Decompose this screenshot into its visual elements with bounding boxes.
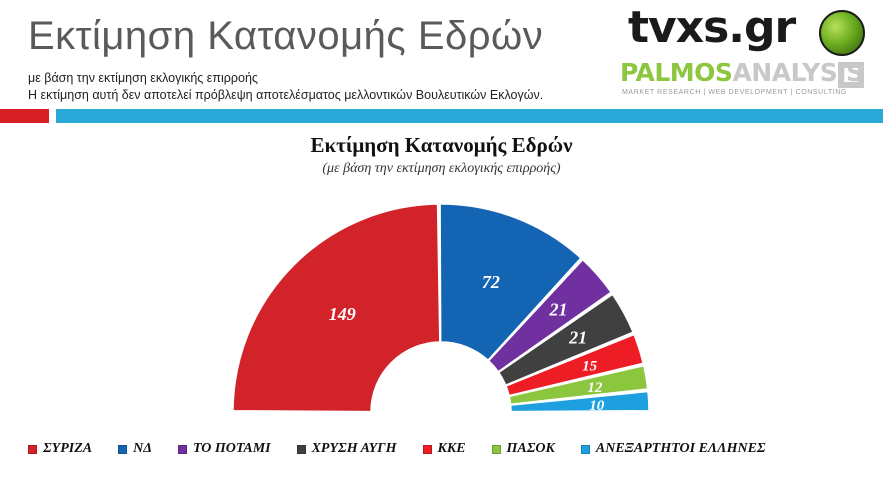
legend-swatch	[178, 444, 187, 454]
legend-swatch	[296, 444, 306, 454]
globe-icon	[819, 10, 865, 56]
seat-slice-2	[439, 203, 582, 362]
legend-label: ΣΥΡΙΖΑ	[43, 441, 93, 456]
page-subtitle: με βάση την εκτίμηση εκλογικής επιρροής	[28, 71, 258, 85]
seat-slice-7	[509, 390, 650, 413]
legend-item-2: ΝΔ	[118, 439, 152, 459]
seat-slice-3	[487, 258, 613, 373]
seat-slice-1	[232, 203, 441, 413]
seat-slice-4	[497, 293, 635, 387]
data-label-5: 15	[582, 359, 598, 375]
data-label-4: 21	[568, 328, 587, 348]
palmos-logo-part1: PALMOS	[620, 58, 733, 87]
legend-label: ΝΔ	[133, 441, 152, 456]
palmos-tagline: MARKET RESEARCH | WEB DEVELOPMENT | CONS…	[622, 89, 847, 96]
accent-bar-blue	[56, 109, 883, 123]
legend-item-5: ΚΚΕ	[422, 439, 466, 459]
data-label-1: 149	[329, 304, 356, 324]
seat-slice-6	[508, 364, 649, 406]
legend-label: ΠΑΣΟΚ	[506, 441, 555, 456]
legend-item-4: ΧΡΥΣΗ ΑΥΓΗ	[296, 439, 397, 459]
legend-swatch	[491, 444, 501, 454]
data-label-2: 72	[482, 272, 500, 292]
legend-label: ΤΟ ΠΟΤΑΜΙ	[193, 441, 271, 456]
data-label-6: 12	[587, 380, 603, 396]
seat-slice-5	[504, 333, 645, 397]
legend-label: ΑΝΕΞΑΡΤΗΤΟΙ ΕΛΛΗΝΕΣ	[595, 441, 766, 456]
legend-swatch	[580, 444, 590, 454]
legend-label: ΧΡΥΣΗ ΑΥΓΗ	[311, 441, 397, 456]
data-label-3: 21	[549, 299, 568, 319]
palmos-square-icon	[838, 62, 864, 88]
page-title: Εκτίμηση Κατανομής Εδρών	[28, 14, 544, 58]
legend-swatch	[118, 444, 128, 454]
accent-bar-red	[0, 109, 49, 123]
tvxs-logo: tvxs.gr	[628, 2, 796, 53]
chart-title: Εκτίμηση Κατανομής Εδρών	[310, 133, 573, 157]
legend-item-7: ΑΝΕΞΑΡΤΗΤΟΙ ΕΛΛΗΝΕΣ	[580, 439, 766, 459]
legend-label: ΚΚΕ	[437, 441, 466, 456]
page-disclaimer: Η εκτίμηση αυτή δεν αποτελεί πρόβλεψη απ…	[28, 88, 544, 102]
data-label-7: 10	[589, 398, 605, 414]
legend-item-3: ΤΟ ΠΟΤΑΜΙ	[178, 439, 271, 459]
legend-item-6: ΠΑΣΟΚ	[491, 439, 555, 459]
legend-swatch	[422, 444, 432, 454]
chart-legend: ΣΥΡΙΖΑ ΝΔ ΤΟ ΠΟΤΑΜΙ ΧΡΥΣΗ ΑΥΓΗ ΚΚΕ ΠΑΣΟΚ ΑΝΕΞΑ…	[28, 439, 868, 459]
legend-item-1: ΣΥΡΙΖΑ	[28, 439, 92, 459]
chart-subtitle: (με βάση την εκτίμηση εκλογικής επιρροής…	[322, 161, 561, 176]
legend-swatch	[28, 444, 37, 454]
